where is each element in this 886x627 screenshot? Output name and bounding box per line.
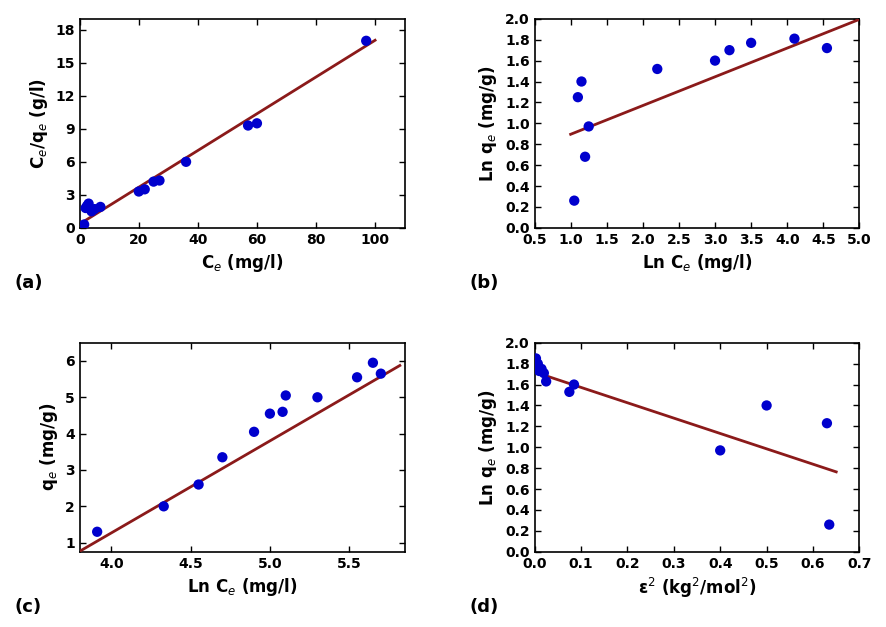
Text: (c): (c) [15, 598, 42, 616]
Point [820, 43, 834, 53]
Point [529, 354, 543, 364]
Point [744, 38, 758, 48]
Point [247, 427, 261, 437]
Point [574, 76, 588, 87]
Point [90, 527, 105, 537]
Point [578, 152, 592, 162]
Point [822, 520, 836, 530]
Point [571, 92, 585, 102]
Point [137, 184, 152, 194]
Point [215, 452, 229, 462]
Point [88, 204, 102, 214]
X-axis label: Ln C$_e$ (mg/l): Ln C$_e$ (mg/l) [187, 576, 298, 598]
Y-axis label: q$_e$ (mg/g): q$_e$ (mg/g) [37, 403, 59, 492]
Point [84, 206, 98, 216]
Point [132, 186, 146, 196]
Point [179, 157, 193, 167]
Point [534, 364, 548, 374]
Point [310, 393, 324, 403]
Point [77, 219, 91, 229]
Point [276, 407, 290, 417]
Point [531, 359, 545, 369]
Point [539, 376, 553, 386]
Point [80, 201, 94, 211]
Text: (b): (b) [470, 274, 499, 292]
Point [567, 196, 581, 206]
Point [532, 366, 547, 376]
Y-axis label: Ln q$_e$ (mg/g): Ln q$_e$ (mg/g) [478, 389, 500, 505]
Point [650, 64, 664, 74]
X-axis label: ε$^2$ (kg$^2$/mol$^2$): ε$^2$ (kg$^2$/mol$^2$) [638, 576, 757, 600]
Point [759, 401, 773, 411]
X-axis label: Ln C$_e$ (mg/l): Ln C$_e$ (mg/l) [641, 252, 752, 274]
Point [374, 369, 388, 379]
Point [250, 119, 264, 129]
Text: (a): (a) [15, 274, 43, 292]
Point [82, 199, 96, 209]
Point [708, 56, 722, 66]
Point [350, 372, 364, 382]
Point [581, 122, 595, 132]
Point [366, 358, 380, 368]
Point [146, 177, 160, 187]
Point [93, 202, 107, 212]
Y-axis label: Ln q$_e$ (mg/g): Ln q$_e$ (mg/g) [478, 65, 500, 182]
Point [79, 203, 93, 213]
Point [191, 480, 206, 490]
X-axis label: C$_e$ (mg/l): C$_e$ (mg/l) [201, 252, 284, 274]
Text: (d): (d) [470, 598, 499, 616]
Y-axis label: C$_e$/q$_e$ (g/l): C$_e$/q$_e$ (g/l) [27, 78, 50, 169]
Point [713, 445, 727, 455]
Point [537, 368, 551, 378]
Point [567, 379, 581, 389]
Point [279, 391, 293, 401]
Point [563, 387, 577, 397]
Point [820, 418, 834, 428]
Point [263, 409, 277, 419]
Point [152, 176, 167, 186]
Point [241, 120, 255, 130]
Point [157, 502, 171, 512]
Point [722, 45, 736, 55]
Point [359, 36, 373, 46]
Point [788, 34, 802, 44]
